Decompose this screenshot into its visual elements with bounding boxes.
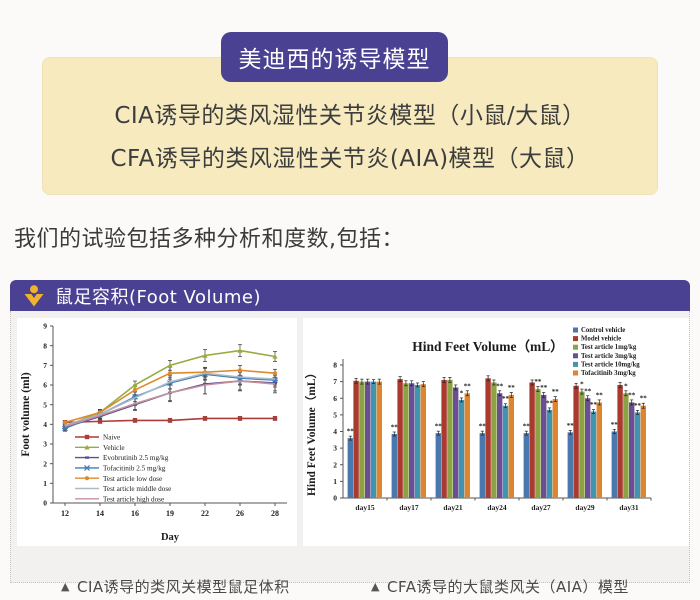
svg-text:day29: day29 bbox=[575, 503, 594, 512]
svg-text:**: ** bbox=[496, 382, 504, 390]
svg-text:**: ** bbox=[634, 402, 642, 410]
svg-text:22: 22 bbox=[201, 509, 209, 518]
svg-text:Test article high dose: Test article high dose bbox=[103, 495, 164, 503]
svg-text:19: 19 bbox=[166, 509, 174, 518]
svg-text:0: 0 bbox=[43, 499, 47, 508]
svg-text:Tofacitinib 2.5 mg/kg: Tofacitinib 2.5 mg/kg bbox=[103, 465, 166, 473]
foot-volume-panel: 鼠足容积(Foot Volume) 0 1 2 3 4 5 6 7 8 9 12 14 16 19 22 26… bbox=[10, 280, 690, 596]
svg-text:9: 9 bbox=[43, 322, 47, 331]
svg-text:28: 28 bbox=[271, 509, 279, 518]
svg-text:12: 12 bbox=[61, 509, 69, 518]
line-chart-card: 0 1 2 3 4 5 6 7 8 9 12 14 16 19 22 26 28 Day Foot volume (… bbox=[17, 318, 297, 546]
svg-text:*: * bbox=[580, 381, 584, 389]
svg-text:16: 16 bbox=[131, 509, 139, 518]
bar-chart-card: 0 1 2 3 4 5 6 7 8 day15 day17 day21 day24 day27 day29 d… bbox=[303, 318, 689, 546]
svg-text:Hind Feet Volume（mL）: Hind Feet Volume（mL） bbox=[304, 367, 318, 496]
svg-text:**: ** bbox=[347, 428, 355, 436]
svg-text:*: * bbox=[624, 382, 628, 390]
svg-text:1: 1 bbox=[43, 479, 47, 488]
svg-text:**: ** bbox=[567, 422, 575, 430]
svg-text:Test article 1mg/kg: Test article 1mg/kg bbox=[581, 344, 637, 351]
svg-text:1: 1 bbox=[333, 477, 337, 486]
svg-text:7: 7 bbox=[43, 361, 47, 370]
svg-text:**: ** bbox=[435, 423, 443, 431]
svg-text:day31: day31 bbox=[619, 503, 638, 512]
svg-text:3: 3 bbox=[43, 440, 47, 449]
panel-title: 鼠足容积(Foot Volume) bbox=[55, 286, 262, 308]
svg-text:**: ** bbox=[584, 387, 592, 395]
triangle-icon: ▲ bbox=[61, 580, 70, 593]
svg-text:Day: Day bbox=[161, 532, 180, 543]
svg-text:Test article 3mg/kg: Test article 3mg/kg bbox=[581, 353, 637, 360]
svg-text:day15: day15 bbox=[355, 503, 374, 512]
svg-text:**: ** bbox=[502, 395, 510, 403]
model-line-cfa: CFA诱导的类风湿性关节炎(AIA)模型（大鼠） bbox=[110, 146, 590, 172]
caption-left-text: CIA诱导的类风关模型鼠足体积 bbox=[76, 578, 290, 596]
svg-text:6: 6 bbox=[43, 381, 47, 390]
svg-text:**: ** bbox=[546, 399, 554, 407]
hind-feet-bar-chart: 0 1 2 3 4 5 6 7 8 day15 day17 day21 day24 day27 day29 d… bbox=[304, 327, 652, 512]
model-line-cia: CIA诱导的类风湿性关节炎模型（小鼠/大鼠） bbox=[114, 103, 586, 129]
svg-text:4: 4 bbox=[333, 427, 337, 436]
caption-right: ▲ CFA诱导的大鼠类风关（AIA）模型 bbox=[371, 576, 629, 597]
svg-text:5: 5 bbox=[43, 400, 47, 409]
svg-text:**: ** bbox=[534, 378, 542, 386]
svg-text:*: * bbox=[460, 389, 464, 397]
svg-text:0: 0 bbox=[333, 494, 337, 503]
svg-text:Vehicle: Vehicle bbox=[103, 444, 125, 452]
svg-text:Test article low dose: Test article low dose bbox=[103, 475, 162, 483]
caption-right-text: CFA诱导的大鼠类风关（AIA）模型 bbox=[386, 578, 629, 596]
svg-text:day17: day17 bbox=[399, 503, 418, 512]
svg-text:5: 5 bbox=[333, 410, 337, 419]
svg-text:**: ** bbox=[479, 423, 487, 431]
svg-text:2: 2 bbox=[43, 459, 47, 468]
svg-text:**: ** bbox=[640, 395, 648, 403]
svg-text:8: 8 bbox=[43, 341, 47, 350]
svg-text:**: ** bbox=[508, 384, 516, 392]
svg-text:Model vehicle: Model vehicle bbox=[581, 336, 621, 343]
medicilon-person-icon bbox=[22, 284, 46, 308]
svg-text:day21: day21 bbox=[443, 503, 462, 512]
svg-text:Tofacitinib 3mg/kg: Tofacitinib 3mg/kg bbox=[581, 370, 636, 377]
svg-text:Control vehicle: Control vehicle bbox=[581, 327, 625, 334]
svg-text:Naive: Naive bbox=[103, 434, 120, 442]
triangle-icon: ▲ bbox=[371, 580, 380, 593]
intro-text: 我们的试验包括多种分析和度数,包括： bbox=[14, 227, 404, 252]
svg-text:2: 2 bbox=[333, 460, 337, 469]
svg-text:7: 7 bbox=[333, 377, 337, 386]
svg-text:**: ** bbox=[540, 384, 548, 392]
svg-text:26: 26 bbox=[236, 509, 244, 518]
svg-text:Hind Feet Volume（mL）: Hind Feet Volume（mL） bbox=[412, 339, 564, 354]
svg-text:day24: day24 bbox=[487, 503, 506, 512]
svg-text:**: ** bbox=[552, 388, 560, 396]
svg-text:14: 14 bbox=[96, 509, 104, 518]
svg-text:**: ** bbox=[464, 382, 472, 390]
svg-text:3: 3 bbox=[333, 444, 337, 453]
svg-text:**: ** bbox=[590, 401, 598, 409]
panel-body: 0 1 2 3 4 5 6 7 8 9 12 14 16 19 22 26 28 Day Foot volume (… bbox=[10, 311, 690, 596]
svg-text:**: ** bbox=[596, 391, 604, 399]
svg-text:6: 6 bbox=[333, 394, 337, 403]
svg-text:Test article middle dose: Test article middle dose bbox=[103, 485, 171, 493]
svg-text:**: ** bbox=[628, 391, 636, 399]
svg-text:**: ** bbox=[523, 423, 531, 431]
caption-left: ▲ CIA诱导的类风关模型鼠足体积 bbox=[61, 576, 290, 597]
svg-text:Test article 10mg/kg: Test article 10mg/kg bbox=[581, 361, 640, 368]
svg-text:Foot volume (ml): Foot volume (ml) bbox=[20, 372, 32, 456]
svg-text:4: 4 bbox=[43, 420, 47, 429]
svg-text:Evobrutinib 2.5 mg/kg: Evobrutinib 2.5 mg/kg bbox=[103, 454, 169, 462]
model-badge: 美迪西的诱导模型 bbox=[221, 32, 448, 82]
svg-text:**: ** bbox=[391, 423, 399, 431]
svg-text:day27: day27 bbox=[531, 503, 550, 512]
svg-text:**: ** bbox=[611, 421, 619, 429]
panel-header: 鼠足容积(Foot Volume) bbox=[10, 280, 690, 311]
svg-text:8: 8 bbox=[333, 361, 337, 370]
